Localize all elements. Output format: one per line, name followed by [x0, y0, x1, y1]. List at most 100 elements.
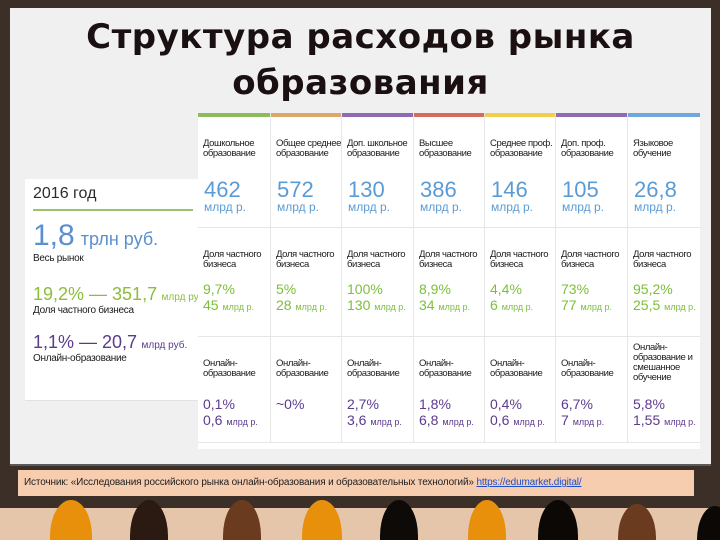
online-share-percent: 6,7% — [561, 396, 593, 412]
private-amount-value: 6 — [490, 297, 498, 313]
audience-head-icon — [697, 506, 720, 540]
summary-private-value: 19,2% — 351,7 — [33, 284, 158, 304]
online-amount-unit: млрд р. — [442, 417, 474, 427]
private-amount-value: 130 — [347, 297, 371, 313]
segment-unit: млрд р. — [420, 200, 462, 214]
private-amount-unit: млрд р. — [222, 302, 254, 312]
private-share-percent: 95,2% — [633, 281, 673, 297]
private-share-amount: 25,5 млрд р. — [633, 298, 696, 315]
column-header-5: Доп. проф. образование 105 млрд р. — [556, 113, 628, 228]
private-amount-value: 77 — [561, 297, 577, 313]
private-amount-unit: млрд р. — [295, 302, 327, 312]
online-share-percent: ~0% — [276, 396, 305, 412]
private-share-percent: 4,4% — [490, 281, 522, 297]
private-share-amount: 45 млрд р. — [203, 298, 254, 315]
online-amount-value: 7 — [561, 412, 569, 428]
segment-value: 386 — [420, 177, 457, 202]
column-header-6: Языковое обучение 26,8 млрд р. — [628, 113, 700, 228]
summary-online-label: Онлайн-образование — [33, 353, 127, 364]
segment-unit: млрд р. — [348, 200, 390, 214]
private-amount-value: 28 — [276, 297, 292, 313]
private-share-cell-1: Доля частного бизнеса 5% 28 млрд р. — [271, 228, 342, 337]
online-amount-unit: млрд р. — [370, 417, 402, 427]
summary-online-unit: млрд руб. — [141, 340, 188, 351]
private-share-amount: 34 млрд р. — [419, 298, 470, 315]
online-amount-unit: млрд р. — [572, 417, 605, 427]
audience-head-icon — [618, 504, 656, 540]
private-share-percent: 73% — [561, 281, 590, 297]
summary-total-value: 1,8 — [33, 219, 75, 252]
private-share-label: Доля частного бизнеса — [203, 249, 262, 270]
column-header-2: Доп. школьное образование 130 млрд р. — [342, 113, 414, 228]
private-share-cell-0: Доля частного бизнеса 9,7% 45 млрд р. — [198, 228, 271, 337]
online-share-cell-1: Онлайн-образование ~0% — [271, 337, 342, 443]
private-share-cell-6: Доля частного бизнеса 95,2% 25,5 млрд р. — [628, 228, 700, 337]
private-share-cell-5: Доля частного бизнеса 73% 77 млрд р. — [556, 228, 628, 337]
private-share-label: Доля частного бизнеса — [347, 249, 406, 270]
column-color-bar — [414, 113, 484, 117]
private-share-percent: 8,9% — [419, 281, 451, 297]
private-share-amount: 77 млрд р. — [561, 298, 612, 315]
online-amount-unit: млрд р. — [664, 417, 696, 427]
online-share-cell-5: Онлайн-образование 6,7% 7 млрд р. — [556, 337, 628, 443]
private-share-amount: 6 млрд р. — [490, 298, 533, 315]
segment-name: Общее среднее образование — [276, 138, 342, 159]
summary-total-label: Весь рынок — [33, 253, 84, 264]
segment-unit: млрд р. — [634, 200, 676, 214]
online-amount-value: 0,6 — [490, 412, 510, 428]
online-share-amount: 0,6 млрд р. — [490, 413, 545, 430]
private-share-label: Доля частного бизнеса — [633, 249, 692, 270]
private-share-percent: 9,7% — [203, 281, 235, 297]
column-header-3: Высшее образование 386 млрд р. — [414, 113, 485, 228]
column-color-bar — [628, 113, 700, 117]
column-color-bar — [342, 113, 413, 117]
private-amount-unit: млрд р. — [580, 302, 612, 312]
private-amount-value: 25,5 — [633, 297, 661, 313]
segment-value: 105 — [562, 177, 599, 202]
online-share-percent: 1,8% — [419, 396, 451, 412]
segment-name: Доп. школьное образование — [347, 138, 408, 159]
online-share-percent: 0,4% — [490, 396, 522, 412]
private-amount-unit: млрд р. — [374, 302, 406, 312]
summary-total-unit: трлн руб. — [80, 229, 159, 249]
private-amount-unit: млрд р. — [501, 302, 534, 312]
column-header-1: Общее среднее образование 572 млрд р. — [271, 113, 342, 228]
online-share-amount: 1,55 млрд р. — [633, 413, 696, 430]
segment-unit: млрд р. — [491, 200, 533, 214]
column-color-bar — [198, 113, 270, 117]
private-share-cell-2: Доля частного бизнеса 100% 130 млрд р. — [342, 228, 414, 337]
summary-divider — [33, 209, 193, 211]
online-share-label: Онлайн-образование — [561, 358, 614, 379]
online-share-label: Онлайн-образование — [347, 358, 400, 379]
private-share-cell-3: Доля частного бизнеса 8,9% 34 млрд р. — [414, 228, 485, 337]
private-share-label: Доля частного бизнеса — [490, 249, 549, 270]
source-link[interactable]: https://edumarket.digital/ — [476, 477, 582, 488]
market-segments-table: Дошкольное образование 462 млрд р. Общее ср… — [198, 113, 700, 449]
private-share-cell-4: Доля частного бизнеса 4,4% 6 млрд р. — [485, 228, 556, 337]
segment-value: 146 — [491, 177, 528, 202]
audience-wall — [0, 498, 720, 508]
slide: Структура расходов рынка образования 201… — [10, 8, 711, 466]
online-amount-unit: млрд р. — [513, 417, 545, 427]
online-share-cell-3: Онлайн-образование 1,8% 6,8 млрд р. — [414, 337, 485, 443]
private-share-label: Доля частного бизнеса — [419, 249, 478, 270]
private-share-amount: 28 млрд р. — [276, 298, 327, 315]
segment-name: Языковое обучение — [633, 138, 673, 159]
segment-unit: млрд р. — [562, 200, 604, 214]
online-amount-value: 0,6 — [203, 412, 223, 428]
online-amount-value: 1,55 — [633, 412, 661, 428]
private-amount-value: 34 — [419, 297, 435, 313]
online-amount-value: 3,6 — [347, 412, 367, 428]
column-header-4: Среднее проф. образование 146 млрд р. — [485, 113, 556, 228]
market-summary-panel: 2016 год 1,8 трлн руб. Весь рынок 19,2% —… — [25, 179, 207, 401]
summary-private-unit: млрд руб. — [161, 292, 208, 303]
online-share-percent: 2,7% — [347, 396, 379, 412]
online-share-label: Онлайн-образование — [490, 358, 543, 379]
summary-online: 1,1% — 20,7 млрд руб. — [33, 332, 202, 353]
column-color-bar — [485, 113, 555, 117]
segment-value: 26,8 — [634, 177, 677, 202]
segment-name: Высшее образование — [419, 138, 472, 159]
online-share-percent: 0,1% — [203, 396, 235, 412]
summary-year: 2016 год — [33, 185, 97, 202]
summary-private-label: Доля частного бизнеса — [33, 305, 134, 316]
